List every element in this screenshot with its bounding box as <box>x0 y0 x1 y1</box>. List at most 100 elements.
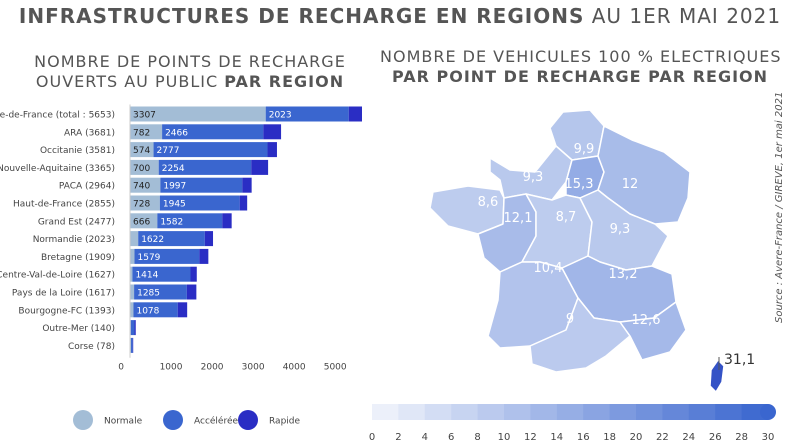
region-value-label: 9,3 <box>523 170 544 185</box>
color-scale-tick-label: 10 <box>498 432 511 443</box>
bar-segment-normale <box>130 124 163 140</box>
bar-value-label: 700 <box>133 164 150 174</box>
bar-segment-acclre <box>131 337 133 353</box>
color-scale-tick-label: 22 <box>656 432 669 443</box>
x-tick-label: 4000 <box>283 363 306 373</box>
color-scale-step <box>556 404 584 420</box>
bar-segment-normale <box>130 302 134 318</box>
bar-segment-normale <box>130 195 160 211</box>
region-value-label: 12,1 <box>504 211 533 226</box>
region-value-label: 12,6 <box>632 313 661 328</box>
bar-segment-acclre <box>265 106 349 122</box>
bar-value-label: 1622 <box>141 235 164 245</box>
category-label: Pays de la Loire (1617) <box>12 289 115 299</box>
legend-label: Normale <box>104 417 143 427</box>
bar-value-label: 574 <box>133 146 150 156</box>
x-tick-label: 0 <box>118 363 124 373</box>
region-value-label: 31,1 <box>724 352 755 368</box>
category-label: ARA (3681) <box>64 128 115 138</box>
bar-segment-rapide <box>242 177 252 193</box>
legend-swatch <box>163 410 183 430</box>
color-scale-step <box>688 404 716 420</box>
color-scale-tick-label: 24 <box>682 432 695 443</box>
bar-value-label: 2777 <box>157 146 180 156</box>
bar-segment-acclre <box>160 177 243 193</box>
bar-segment-rapide <box>348 106 362 122</box>
x-tick-label: 5000 <box>324 363 347 373</box>
bar-segment-acclre <box>138 231 205 247</box>
bar-segment-acclre <box>162 124 264 140</box>
bar-segment-rapide <box>177 302 188 318</box>
region-value-label: 15,3 <box>565 177 594 192</box>
color-scale-tick-label: 26 <box>709 432 722 443</box>
bar-segment-acclre <box>159 195 240 211</box>
left-chart-subtitle: NOMBRE DE POINTS DE RECHARGE OUVERTS AU … <box>34 52 346 91</box>
color-scale-tick-label: 6 <box>448 432 454 443</box>
bar-value-label: 728 <box>133 200 150 210</box>
bar-segment-normale <box>130 106 266 122</box>
bar-segment-rapide <box>222 213 232 229</box>
region-bretagne <box>429 185 505 235</box>
bar-segment-rapide <box>251 159 269 175</box>
bar-segment-acclre <box>130 320 135 336</box>
page-title: INFRASTRUCTURES DE RECHARGE EN REGIONS A… <box>18 4 782 28</box>
category-label: PACA (2964) <box>59 182 115 192</box>
color-scale-step <box>583 404 611 420</box>
color-scale-step <box>372 404 399 420</box>
bar-value-label: 782 <box>133 128 150 138</box>
legend-label: Rapide <box>269 417 300 427</box>
bar-value-label: 1414 <box>135 271 158 281</box>
category-label: Île-de-France (total : 5653) <box>0 109 115 121</box>
bar-segment-acclre <box>133 302 178 318</box>
region-bourgogne-franche-comte <box>579 189 669 271</box>
legend-swatch <box>73 410 93 430</box>
right-map-subtitle: NOMBRE DE VEHICULES 100 % ELECTRIQUES PA… <box>380 47 782 86</box>
color-scale-step <box>424 404 452 420</box>
bar-segment-normale <box>130 266 133 282</box>
bar-value-label: 740 <box>133 182 150 192</box>
bar-segment-normale <box>130 337 132 353</box>
region-paca <box>619 301 687 361</box>
bar-segment-rapide <box>134 320 136 336</box>
x-tick-label: 1000 <box>160 363 183 373</box>
bar-segment-rapide <box>132 337 134 353</box>
color-scale-step <box>530 404 558 420</box>
region-normandie <box>489 145 573 201</box>
bar-segment-rapide <box>199 248 209 264</box>
color-scale-tick-label: 16 <box>577 432 590 443</box>
category-label: Occitanie (3581) <box>40 146 115 156</box>
bar-segment-rapide <box>204 231 214 247</box>
color-scale-step <box>662 404 690 420</box>
bar-segment-normale <box>130 177 161 193</box>
color-scale-tick-label: 0 <box>369 432 375 443</box>
region-value-label: 8,7 <box>556 210 577 225</box>
color-scale-tick-label: 30 <box>762 432 775 443</box>
bar-value-label: 1582 <box>160 217 183 227</box>
bar-segment-acclre <box>134 284 187 300</box>
color-scale-step <box>451 404 479 420</box>
bar-segment-normale <box>130 159 159 175</box>
color-scale-step <box>477 404 505 420</box>
bar-value-label: 1997 <box>163 182 186 192</box>
bar-value-label: 1078 <box>136 306 159 316</box>
bar-segment-normale <box>130 142 154 158</box>
x-tick-label: 3000 <box>242 363 265 373</box>
color-scale-step <box>398 404 426 420</box>
color-scale-step <box>636 404 663 420</box>
bar-value-label: 1945 <box>163 200 186 210</box>
color-scale-tick-label: 28 <box>735 432 748 443</box>
bar-value-label: 2466 <box>165 128 188 138</box>
category-label: Centre-Val-de-Loire (1627) <box>0 271 115 281</box>
legend-swatch <box>238 410 258 430</box>
color-scale-step <box>504 404 531 420</box>
category-label: Nouvelle-Aquitaine (3365) <box>0 164 115 174</box>
color-scale-tick-label: 4 <box>422 432 428 443</box>
region-value-label: 10,4 <box>534 261 563 276</box>
color-scale-tick-label: 18 <box>603 432 616 443</box>
bar-segment-acclre <box>134 248 200 264</box>
bar-segment-rapide <box>263 124 282 140</box>
bar-segment-normale <box>130 284 135 300</box>
color-scale-tick-label: 12 <box>524 432 537 443</box>
x-tick-label: 2000 <box>201 363 224 373</box>
